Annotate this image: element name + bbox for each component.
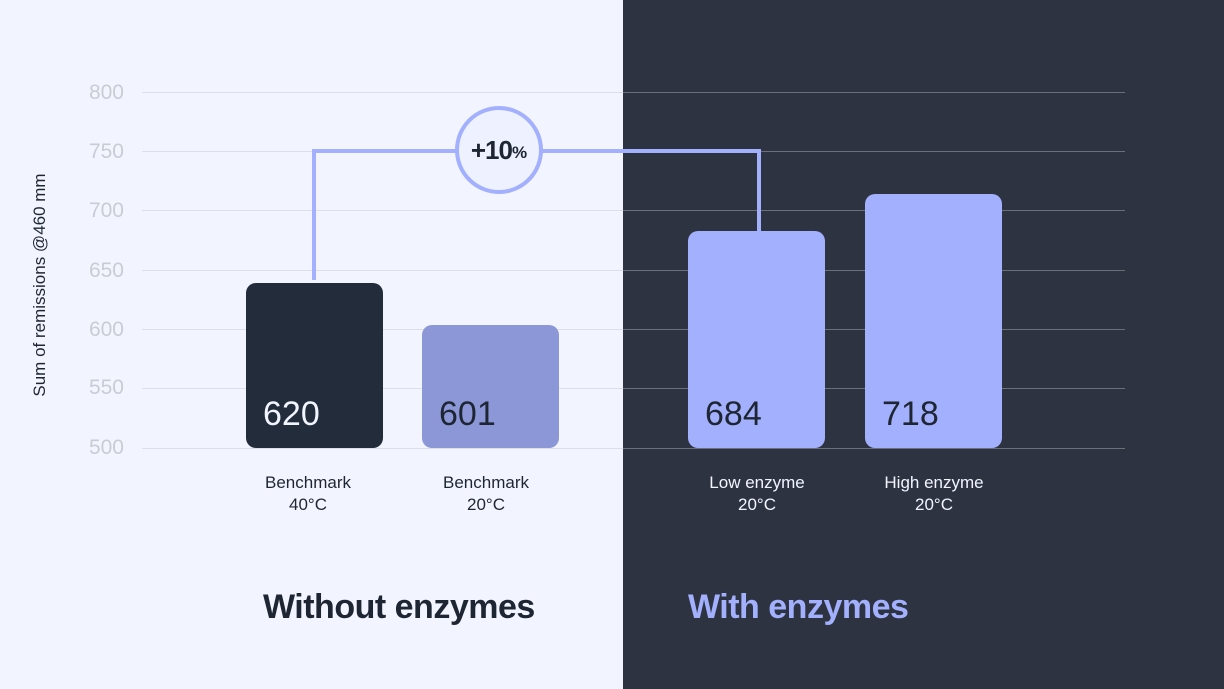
group-title-with-enzymes: With enzymes — [688, 588, 909, 626]
ytick-label: 600 — [88, 318, 124, 341]
ytick-label: 750 — [88, 140, 124, 163]
x-label-line2: 20°C — [738, 495, 776, 514]
x-label-line2: 40°C — [289, 495, 327, 514]
bar-value: 601 — [439, 395, 496, 433]
ytick-label: 800 — [88, 81, 124, 104]
ytick-label: 500 — [88, 436, 124, 459]
badge-number: +10 — [470, 134, 513, 165]
x-label-high-enzyme-20c: High enzyme 20°C — [849, 472, 1019, 516]
x-label-line1: Low enzyme — [709, 473, 805, 492]
x-label-line2: 20°C — [915, 495, 953, 514]
connector-left-vertical — [312, 149, 316, 280]
x-label-low-enzyme-20c: Low enzyme 20°C — [672, 472, 842, 516]
bar-low-enzyme-20c: 684 — [688, 231, 825, 448]
percent-increase-badge: +10% — [455, 106, 543, 194]
x-label-line1: Benchmark — [443, 473, 529, 492]
bar-high-enzyme-20c: 718 — [865, 194, 1002, 448]
bar-value: 620 — [263, 395, 320, 433]
x-label-line1: Benchmark — [265, 473, 351, 492]
x-label-benchmark-40c: Benchmark 40°C — [223, 472, 393, 516]
x-label-line2: 20°C — [467, 495, 505, 514]
bar-benchmark-40c: 620 — [246, 283, 383, 448]
y-axis-label: Sum of remissions @460 mm — [30, 173, 49, 397]
bar-value: 684 — [705, 395, 762, 433]
ytick-label: 700 — [88, 199, 124, 222]
group-title-without-enzymes: Without enzymes — [263, 588, 535, 626]
ytick-label: 650 — [88, 259, 124, 282]
ytick-label: 550 — [88, 376, 124, 399]
x-label-benchmark-20c: Benchmark 20°C — [401, 472, 571, 516]
bar-benchmark-20c: 601 — [422, 325, 559, 448]
x-label-line1: High enzyme — [884, 473, 984, 492]
bar-value: 718 — [882, 395, 939, 433]
badge-unit: % — [511, 143, 528, 162]
connector-right-vertical — [757, 149, 761, 232]
